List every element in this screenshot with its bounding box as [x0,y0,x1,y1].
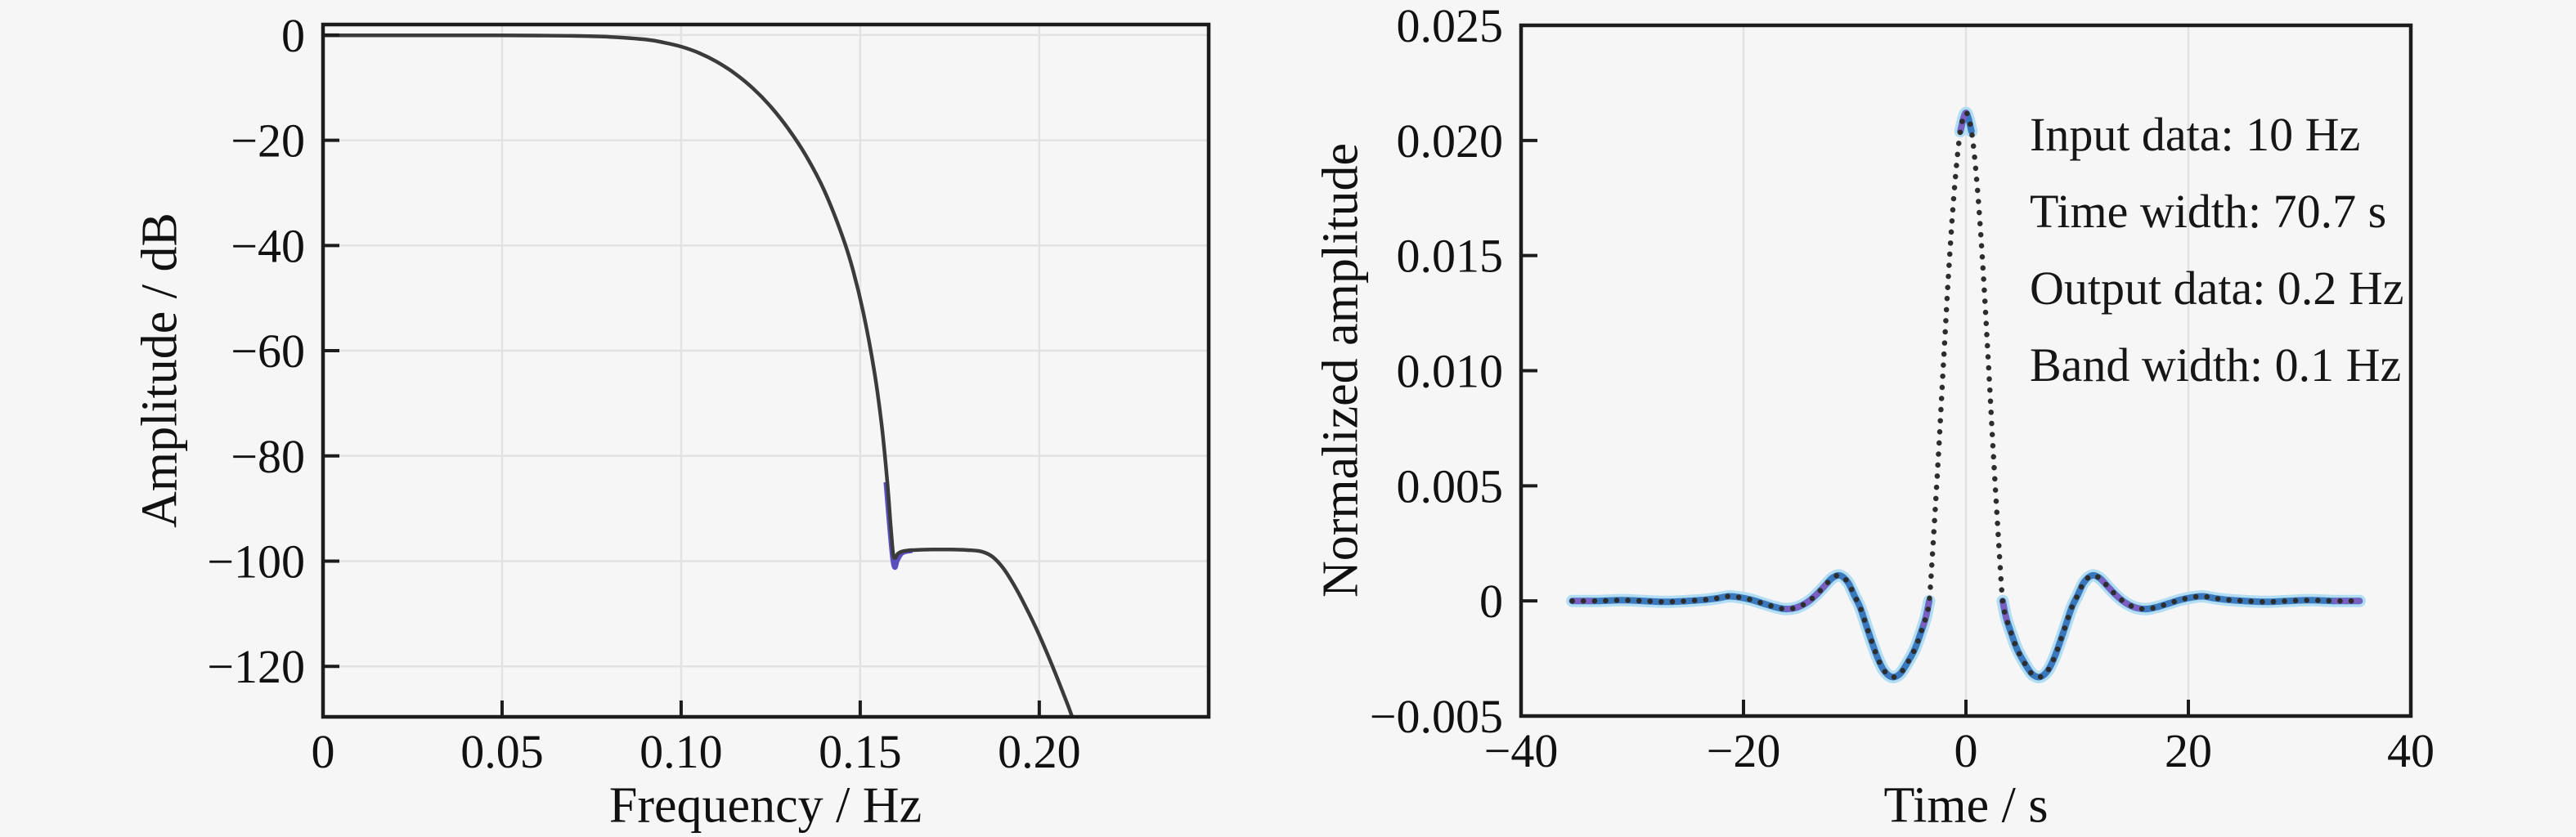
y-tick-label: −20 [231,114,305,168]
y-tick-label: −80 [231,430,305,483]
x-tick-label: −40 [1484,724,1559,777]
annotation-output-data: Output data: 0.2 Hz [2030,262,2404,315]
y-tick-label: −100 [207,535,305,588]
left-plot-xlabel: Frequency / Hz [608,777,922,834]
wavelet-purple-curve [1999,572,2363,680]
right-plot-ylabel: Normalized amplitude [1313,142,1369,598]
y-tick-label: −120 [207,640,305,693]
y-tick-label: 0 [1479,575,1503,628]
annotation-input-data: Input data: 10 Hz [2030,108,2361,161]
y-tick-label: −0.005 [1370,690,1503,743]
y-tick-label: −40 [231,219,305,272]
left-plot-ylabel: Amplitude / dB [132,213,188,528]
annotation-band-width: Band width: 0.1 Hz [2030,338,2402,392]
x-tick-label: 0 [312,725,335,778]
right-plot-xlabel: Time / s [1883,777,2049,834]
x-tick-label: 0.20 [998,725,1081,778]
x-tick-label: 0.10 [640,725,723,778]
x-tick-label: 0 [1954,724,1978,777]
wavelet-halo-curve [1996,569,2366,683]
y-tick-label: 0.015 [1397,230,1504,283]
wavelet-dotted-curve [1569,110,2363,680]
y-tick-label: 0 [281,9,305,62]
x-tick-label: −20 [1707,724,1781,777]
y-tick-label: −60 [231,325,305,378]
wavelet-halo-curve [1566,569,1936,683]
x-tick-label: 0.05 [460,725,544,778]
axes-frame [321,22,1211,719]
x-tick-label: 40 [2387,724,2435,777]
y-tick-label: 0.025 [1397,0,1504,52]
filter-magnitude-response-curve [323,33,1075,717]
annotation-time-width: Time width: 70.7 s [2030,185,2387,238]
y-tick-label: 0.010 [1397,345,1504,398]
x-tick-label: 0.15 [819,725,902,778]
x-tick-label: 20 [2165,724,2212,777]
annotation-block: Input data: 10 Hz Time width: 70.7 s Out… [2030,96,2403,404]
wavelet-purple-curve [1569,572,1932,680]
y-tick-label: 0.005 [1397,459,1504,512]
y-tick-label: 0.020 [1397,114,1504,168]
